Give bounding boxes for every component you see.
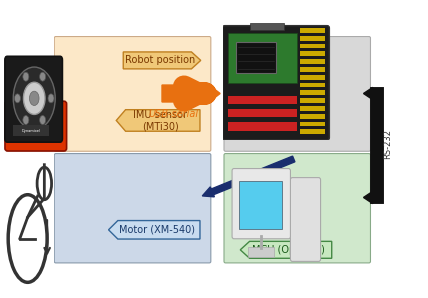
Bar [248, 247, 274, 257]
Text: Robot position: Robot position [125, 55, 195, 65]
FancyArrow shape [363, 87, 379, 100]
Text: MCU (OpenCR): MCU (OpenCR) [252, 245, 325, 255]
Circle shape [30, 91, 39, 105]
Bar [239, 181, 282, 229]
FancyBboxPatch shape [291, 178, 321, 261]
FancyBboxPatch shape [223, 26, 330, 140]
Polygon shape [123, 52, 201, 69]
Bar [228, 96, 297, 104]
Text: USB-serial: USB-serial [149, 109, 199, 119]
Bar [297, 224, 314, 230]
Bar [300, 98, 325, 103]
Bar [300, 106, 325, 111]
Text: PC: PC [276, 45, 293, 58]
Polygon shape [109, 221, 200, 239]
Circle shape [48, 94, 54, 103]
Bar [300, 83, 325, 87]
Bar [228, 109, 297, 117]
Bar [300, 44, 325, 48]
Bar [300, 75, 325, 80]
Circle shape [23, 116, 29, 125]
FancyBboxPatch shape [224, 37, 371, 151]
Circle shape [40, 72, 46, 81]
Text: RS-485: RS-485 [234, 184, 269, 194]
Bar [300, 28, 325, 33]
FancyBboxPatch shape [54, 153, 211, 263]
Circle shape [15, 123, 24, 132]
Text: IMU sensor
(MTi30): IMU sensor (MTi30) [134, 110, 187, 131]
Bar [297, 208, 314, 214]
Bar [300, 122, 325, 126]
Circle shape [15, 94, 21, 103]
Bar [228, 33, 297, 83]
Bar [297, 200, 314, 206]
FancyBboxPatch shape [5, 56, 62, 142]
Text: RS-232: RS-232 [383, 128, 392, 159]
Bar [250, 23, 284, 30]
FancyArrow shape [363, 191, 379, 204]
Polygon shape [240, 241, 332, 258]
Text: Dynamixel: Dynamixel [22, 128, 41, 133]
FancyBboxPatch shape [54, 37, 211, 151]
Bar [300, 36, 325, 41]
FancyBboxPatch shape [10, 107, 60, 120]
Bar [13, 125, 49, 136]
Polygon shape [116, 110, 200, 131]
FancyBboxPatch shape [232, 169, 291, 239]
FancyArrow shape [162, 83, 220, 104]
Bar [300, 114, 325, 119]
Circle shape [24, 82, 45, 114]
Circle shape [40, 116, 46, 125]
Bar [300, 90, 325, 95]
Text: Motor (XM-540): Motor (XM-540) [119, 225, 195, 235]
Bar [300, 59, 325, 64]
Bar [297, 216, 314, 222]
Bar [300, 129, 325, 134]
Circle shape [10, 118, 29, 136]
Bar [236, 42, 276, 73]
Circle shape [13, 67, 55, 130]
FancyArrow shape [202, 156, 295, 197]
Bar [300, 51, 325, 56]
Polygon shape [247, 43, 317, 60]
FancyBboxPatch shape [224, 153, 371, 263]
FancyBboxPatch shape [5, 101, 67, 151]
Bar [300, 67, 325, 72]
Circle shape [23, 72, 29, 81]
Bar [228, 122, 297, 131]
